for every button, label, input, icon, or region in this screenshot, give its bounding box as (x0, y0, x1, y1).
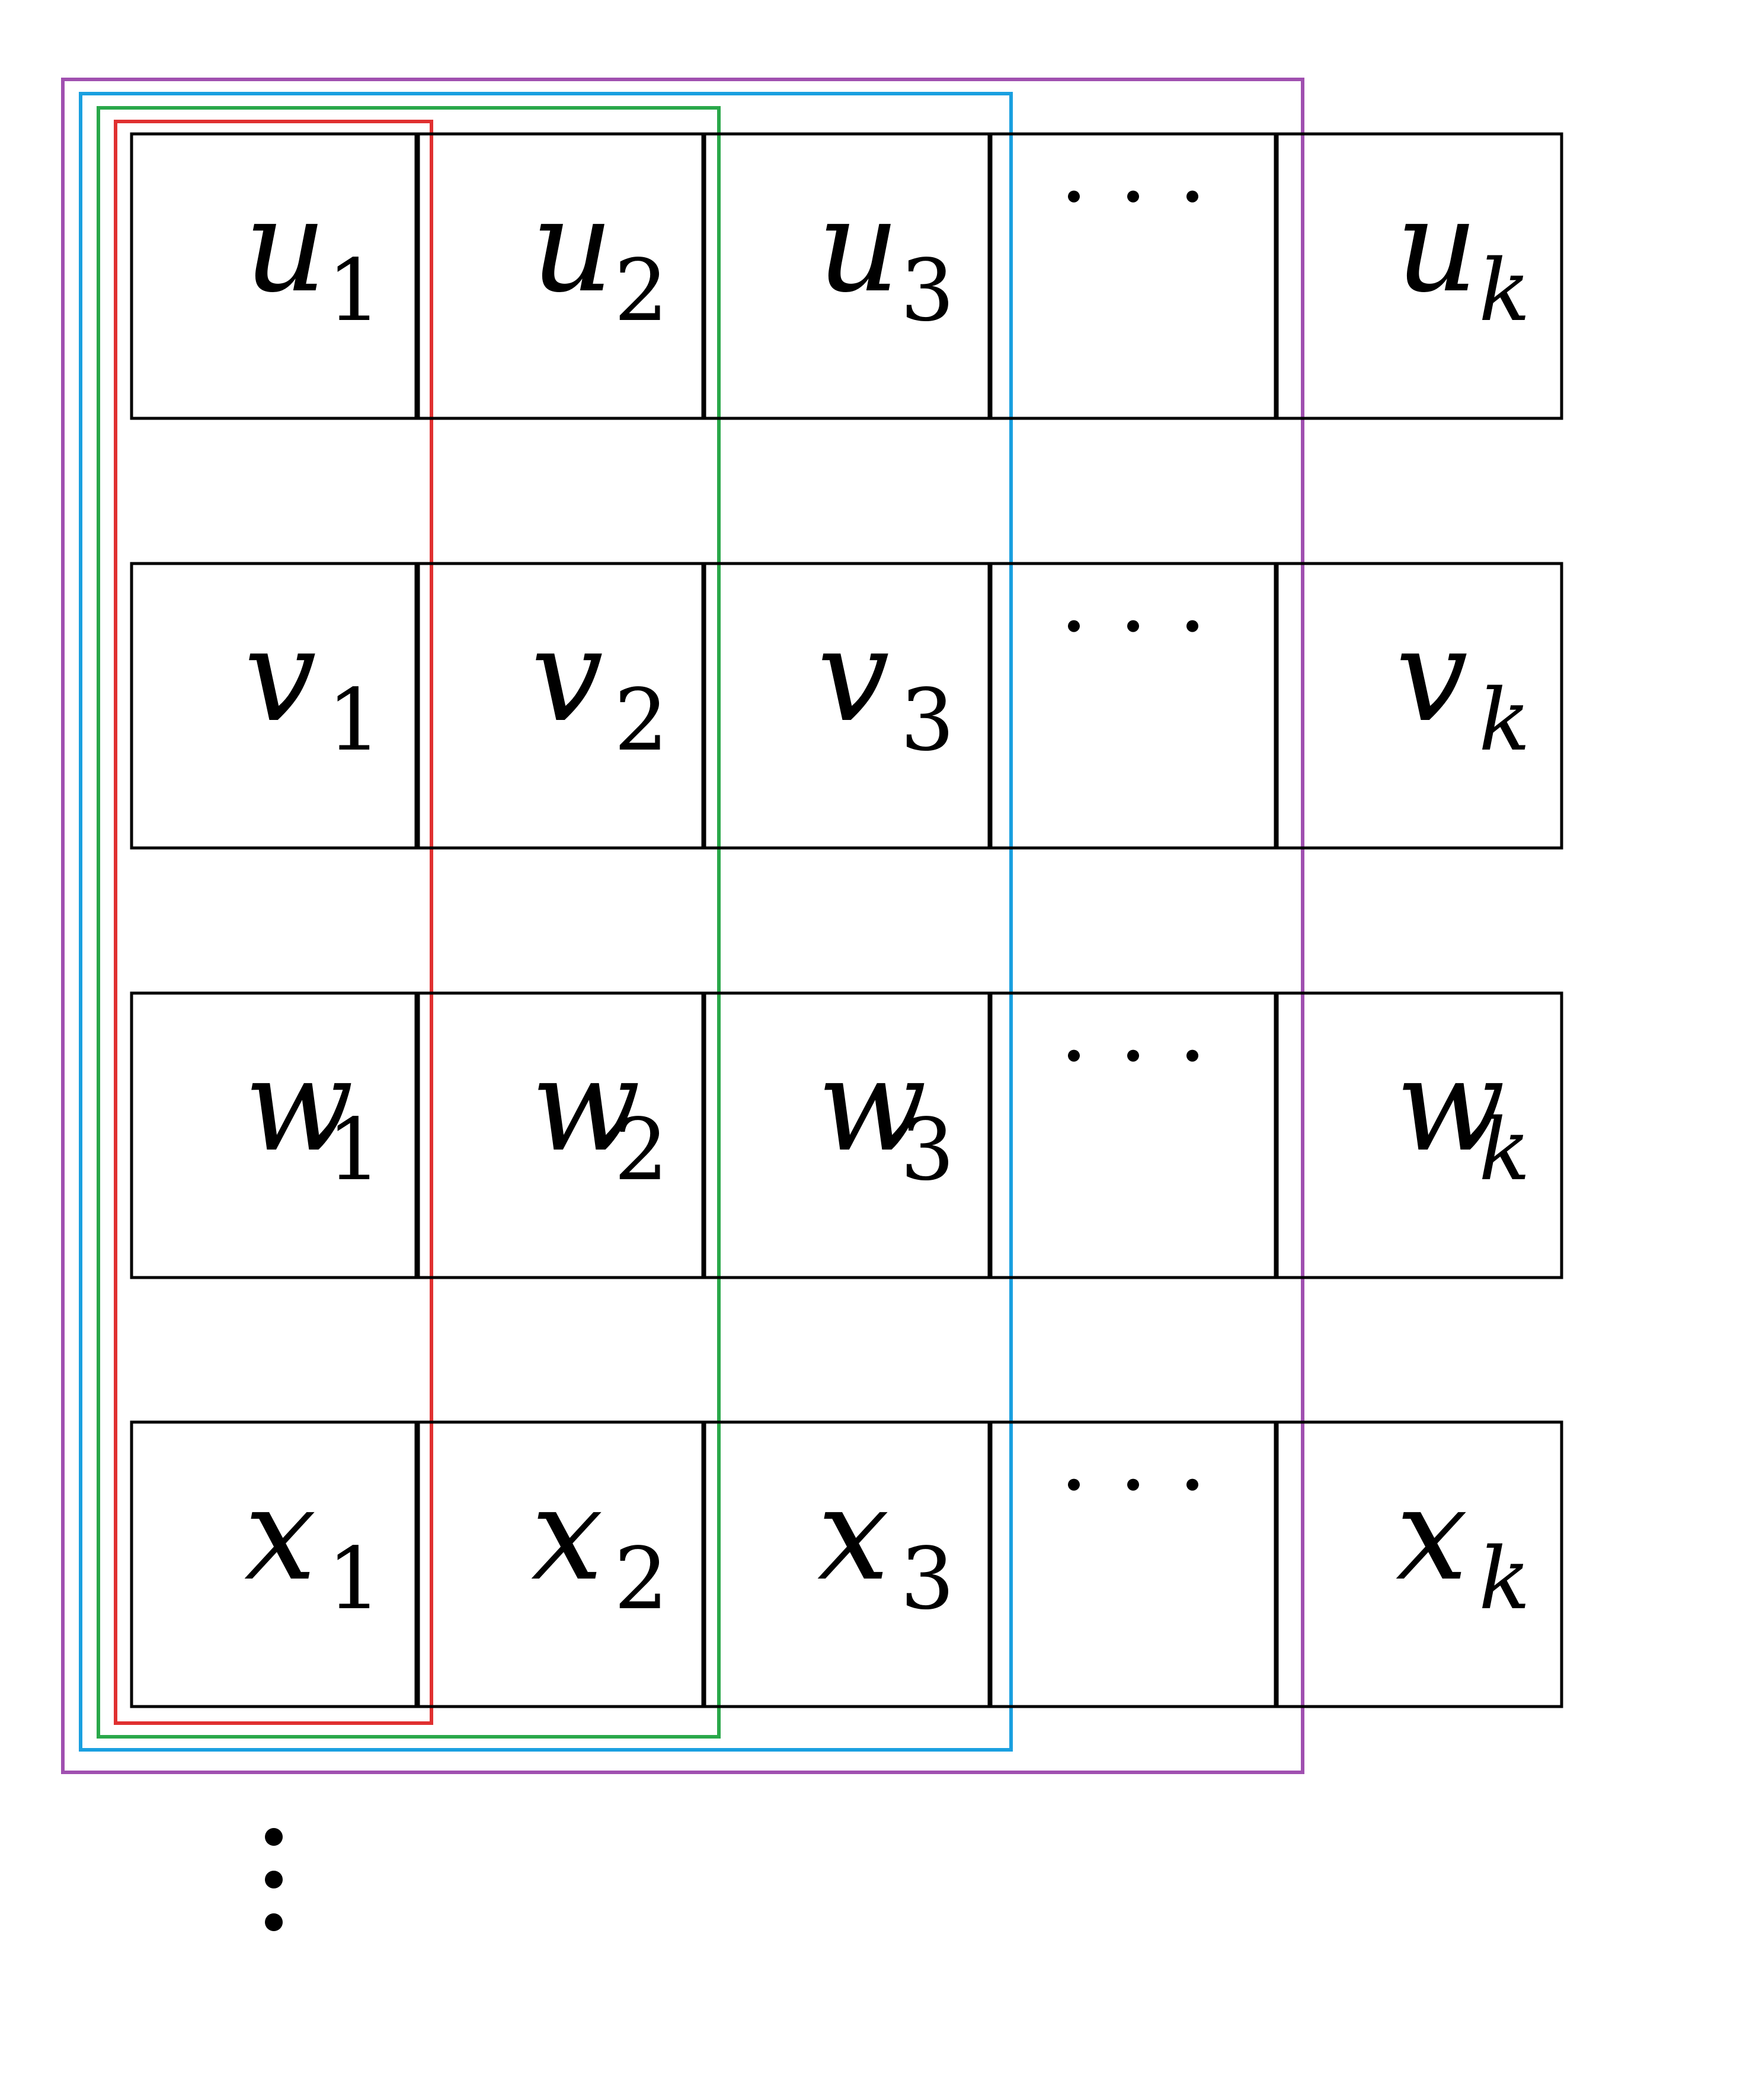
cell-labels: u 1 u 2 u 3 u kv 1 v 2 v 3 v kw1 w2 w3 wkx 1 x 2 x 3 x k (244, 172, 1530, 1628)
cell-u-1 (130, 132, 418, 420)
cell-u-2 (417, 132, 705, 420)
cell-v-2 (417, 562, 705, 850)
ellipsis-dot (1186, 1478, 1198, 1491)
cell-subscript: k (1479, 1100, 1530, 1199)
group-outlines (61, 78, 1304, 1774)
vertical-ellipsis-dot (265, 1871, 283, 1888)
cell-symbol: u (1396, 172, 1478, 321)
ellipsis-dot (1068, 190, 1080, 203)
cell-symbol: v (531, 601, 603, 750)
vertical-ellipsis-dot (265, 1913, 283, 1931)
cell-w-5 (1275, 991, 1563, 1279)
cell-v-5 (1275, 562, 1563, 850)
cell-subscript: 2 (614, 1100, 669, 1199)
ellipsis-dot (1068, 1478, 1080, 1491)
ellipsis-dot (1127, 620, 1139, 632)
cell-w-1 (130, 991, 418, 1279)
cell-symbol: w (817, 1031, 927, 1180)
cell-subscript: 3 (900, 1529, 955, 1628)
ellipsis-dot (1186, 620, 1198, 632)
cell-subscript: k (1479, 241, 1530, 340)
cell-w-2 (417, 991, 705, 1279)
cell-x-3 (703, 1420, 991, 1708)
group-outline-1 (114, 120, 433, 1725)
cell-symbol: w (531, 1031, 641, 1180)
cell-subscript: 2 (614, 1529, 669, 1628)
cell-u-4 (989, 132, 1277, 420)
cell-x-5 (1275, 1420, 1563, 1708)
ellipsis-dot (1127, 1478, 1139, 1491)
cell-subscript: 3 (900, 670, 955, 770)
cell-subscript: 2 (614, 670, 669, 770)
vertical-continuation (265, 1828, 283, 1931)
cell-x-4 (989, 1420, 1277, 1708)
ellipsis-dot (1068, 1049, 1080, 1062)
cell-symbol: x (817, 1460, 890, 1609)
cell-subscript: 1 (327, 1100, 382, 1199)
cell-subscript: 1 (327, 670, 382, 770)
cell-subscript: 3 (900, 241, 955, 340)
ellipsis-dot (1127, 190, 1139, 203)
cell-v-3 (703, 562, 991, 850)
cell-subscript: k (1479, 670, 1530, 770)
cell-u-3 (703, 132, 991, 420)
cell-x-1 (130, 1420, 418, 1708)
cell-subscript: k (1479, 1529, 1530, 1628)
cell-subscript: 2 (614, 241, 669, 340)
group-outline-3 (79, 92, 1013, 1752)
cell-symbol: u (817, 172, 900, 321)
ellipsis-dot (1186, 1049, 1198, 1062)
vertical-ellipsis-dot (265, 1828, 283, 1846)
cell-symbol: u (531, 172, 613, 321)
cell-v-4 (989, 562, 1277, 850)
group-outline-2 (97, 106, 721, 1739)
cell-u-5 (1275, 132, 1563, 420)
cell-symbol: x (531, 1460, 603, 1609)
ellipsis-dot (1068, 620, 1080, 632)
cell-symbol: v (244, 601, 316, 750)
cell-subscript: 3 (900, 1100, 955, 1199)
ellipsis-dot (1127, 1049, 1139, 1062)
cell-symbol: x (244, 1460, 316, 1609)
cell-symbol: u (244, 172, 327, 321)
cell-v-1 (130, 562, 418, 850)
cell-symbol: v (817, 601, 890, 750)
group-outline-4 (61, 78, 1304, 1774)
cell-symbol: w (244, 1031, 354, 1180)
ellipsis-dot (1186, 190, 1198, 203)
cell-grid (130, 132, 1563, 1708)
cell-symbol: x (1396, 1460, 1468, 1609)
cell-symbol: v (1396, 601, 1468, 750)
cell-subscript: 1 (327, 1529, 382, 1628)
cell-x-2 (417, 1420, 705, 1708)
cell-w-3 (703, 991, 991, 1279)
cell-subscript: 1 (327, 241, 382, 340)
cell-w-4 (989, 991, 1277, 1279)
cell-symbol: w (1396, 1031, 1505, 1180)
